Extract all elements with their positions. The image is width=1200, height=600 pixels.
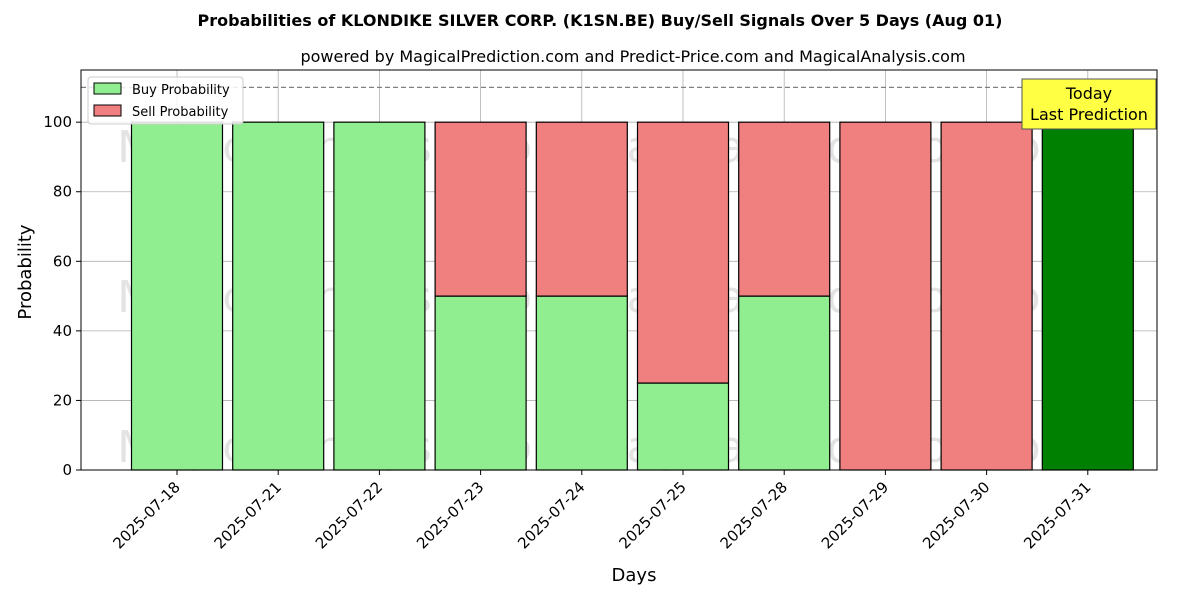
y-tick-label: 20 xyxy=(53,391,72,409)
bars xyxy=(130,121,1134,471)
y-tick-label: 100 xyxy=(43,113,72,131)
legend-label: Buy Probability xyxy=(132,83,230,98)
bar-buy-2025-07-24 xyxy=(535,295,628,471)
y-tick-label: 60 xyxy=(53,252,72,270)
annotation-text: Last Prediction xyxy=(1030,105,1148,124)
bar-buy-2025-07-22 xyxy=(333,121,426,471)
bar-sell-2025-07-25 xyxy=(636,121,730,384)
annotation-text: Today xyxy=(1065,84,1112,103)
bar-buy-2025-07-25 xyxy=(636,382,730,471)
bar-buy-2025-07-28 xyxy=(738,295,831,471)
legend-label: Sell Probability xyxy=(132,105,229,120)
bar-buy-2025-07-18 xyxy=(130,121,224,471)
chart-subtitle: powered by MagicalPrediction.com and Pre… xyxy=(300,47,965,66)
legend-swatch xyxy=(93,82,122,95)
legend-swatch xyxy=(93,104,122,117)
y-axis-label: Probability xyxy=(15,224,36,319)
x-axis-label: Days xyxy=(612,565,657,586)
bar-sell-2025-07-29 xyxy=(839,121,932,471)
bar-sell-2025-07-28 xyxy=(738,121,831,297)
bar-buy-2025-07-23 xyxy=(434,295,527,471)
chart-title: Probabilities of KLONDIKE SILVER CORP. (… xyxy=(198,11,1003,30)
bar-buy-2025-07-31 xyxy=(1041,121,1134,471)
bar-sell-2025-07-30 xyxy=(940,121,1033,471)
bar-buy-2025-07-21 xyxy=(232,121,325,471)
y-tick-label: 80 xyxy=(53,183,72,201)
plot-frame xyxy=(80,69,1158,471)
y-axis: 0 20 40 60 80 100 xyxy=(43,113,81,479)
bar-sell-2025-07-24 xyxy=(535,121,628,297)
y-tick-label: 40 xyxy=(53,322,72,340)
bar-sell-2025-07-23 xyxy=(434,121,527,297)
annotation-box xyxy=(1021,78,1157,130)
y-tick-label: 0 xyxy=(62,461,72,479)
annotation: Today Last Prediction xyxy=(1021,78,1157,130)
legend-box xyxy=(87,76,244,125)
legend: Buy Probability Sell Probability xyxy=(87,76,244,125)
